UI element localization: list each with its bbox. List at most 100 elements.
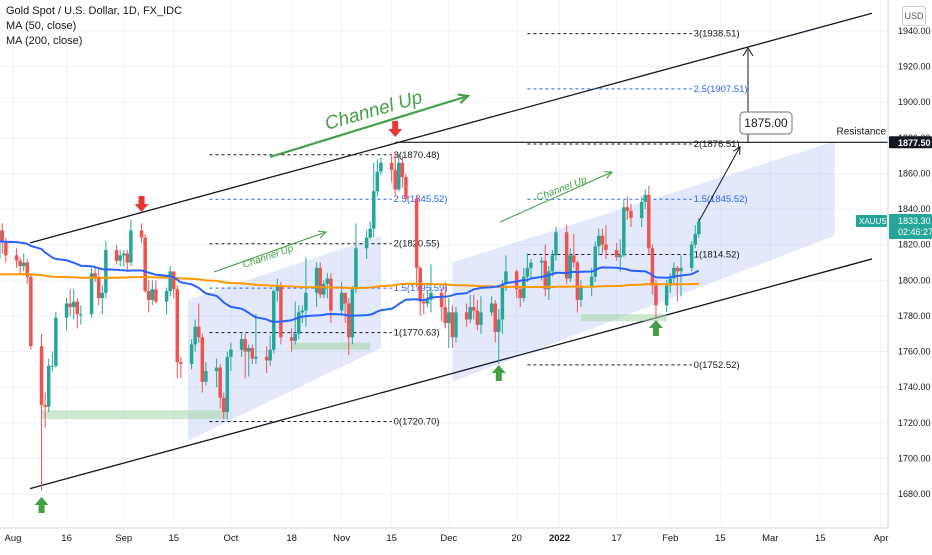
candle-body	[643, 195, 647, 202]
candle-body	[565, 232, 569, 278]
candle-body	[390, 163, 394, 170]
price-tick-label: 1920.00	[898, 62, 931, 72]
candle-body	[622, 207, 626, 255]
time-tick-label: 16	[61, 533, 72, 544]
candle-body	[154, 289, 158, 301]
time-tick-label: 15	[715, 533, 726, 544]
candle-body	[165, 291, 169, 302]
candle-body	[393, 170, 397, 190]
fib-level-label: 3(1870.48)	[394, 150, 440, 161]
time-tick-label: Mar	[762, 533, 778, 544]
candle-body	[326, 279, 330, 284]
candle-body	[476, 311, 480, 325]
candle-body	[215, 368, 219, 372]
candle-body	[568, 255, 572, 278]
candle-body	[447, 312, 451, 323]
candle-body	[376, 172, 380, 192]
candle-body	[347, 303, 351, 337]
price-tick-label: 1720.00	[898, 418, 931, 428]
fib-level-label: 3(1938.51)	[694, 29, 740, 40]
candle-body	[697, 222, 701, 234]
candle-body	[297, 312, 301, 333]
candle-body	[354, 248, 358, 289]
legend-ma200: MA (200, close)	[6, 34, 182, 49]
candle-body	[251, 348, 255, 359]
candle-body	[147, 291, 151, 300]
price-tick-label: 1800.00	[898, 275, 931, 285]
channel-up-small-label-1: Channel Up	[241, 243, 295, 271]
support-zone-aug	[42, 410, 228, 419]
candle-body	[72, 302, 76, 307]
candle-body	[647, 195, 651, 248]
candle-body	[615, 250, 619, 257]
candle-body	[65, 303, 69, 317]
candle-body	[676, 268, 680, 272]
time-tick-label: Feb	[662, 533, 678, 544]
candle-body	[551, 255, 555, 271]
candle-body	[322, 284, 326, 295]
time-tick-label: Oct	[224, 533, 239, 544]
candle-body	[597, 236, 601, 247]
candle-body	[51, 366, 55, 367]
candle-body	[76, 302, 80, 314]
legend-title: Gold Spot / U.S. Dollar, 1D, FX_IDC	[6, 4, 182, 19]
candle-body	[18, 261, 22, 266]
price-tick-label: 1740.00	[898, 382, 931, 392]
green-arrow-dec	[492, 365, 506, 381]
candle-body	[401, 163, 405, 177]
candle-body	[226, 357, 230, 412]
candle-body	[118, 255, 122, 260]
price-tick-label: 1860.00	[898, 168, 931, 178]
candle-body	[122, 254, 126, 256]
candle-body	[193, 327, 197, 345]
candle-body	[290, 337, 294, 341]
chart-legend: Gold Spot / U.S. Dollar, 1D, FX_IDC MA (…	[6, 4, 182, 49]
candle-body	[254, 357, 258, 359]
support-zone-jan	[581, 314, 667, 321]
channel-up-small-label-2: Channel Up	[535, 174, 589, 203]
candle-body	[29, 277, 33, 346]
time-tick-label: 15	[168, 533, 179, 544]
candle-body	[197, 327, 201, 338]
candle-body	[304, 293, 308, 311]
candle-body	[54, 318, 58, 366]
green-arrow-jan	[649, 320, 663, 336]
candle-body	[293, 334, 297, 341]
fib-level-label: 2(1876.51)	[694, 139, 740, 150]
candle-body	[22, 263, 26, 267]
candle-body	[4, 241, 8, 255]
candle-body	[604, 245, 608, 250]
price-tick-label: 1840.00	[898, 204, 931, 214]
time-tick-label: 17	[611, 533, 622, 544]
candle-body	[576, 263, 580, 300]
candle-body	[279, 286, 283, 338]
candle-body	[679, 268, 683, 272]
red-arrow-nov	[388, 121, 402, 137]
candle-body	[472, 307, 476, 311]
red-arrow-sep	[135, 196, 149, 212]
candle-body	[15, 255, 19, 260]
candle-body	[579, 287, 583, 299]
candle-body	[497, 319, 501, 331]
candle-body	[479, 312, 483, 324]
resistance-label: Resistance	[837, 126, 887, 137]
countdown-tag-label: 02:46:27	[898, 227, 932, 237]
candle-body	[368, 229, 372, 238]
fib-level-label: 0(1752.52)	[694, 360, 740, 371]
green-arrow-aug	[35, 497, 49, 513]
candle-body	[593, 246, 597, 276]
last-price-tag-label: 1833.30	[898, 216, 931, 226]
candle-body	[493, 303, 497, 331]
candle-body	[501, 284, 505, 320]
candle-body	[40, 346, 44, 405]
candle-body	[404, 177, 408, 198]
price-tick-label: 1820.00	[898, 240, 931, 250]
currency-button[interactable]: USD	[902, 6, 926, 26]
price-tick-label: 1700.00	[898, 453, 931, 463]
candle-body	[315, 268, 319, 293]
time-tick-label: 20	[511, 533, 522, 544]
candle-body	[247, 348, 251, 352]
candle-body	[422, 302, 426, 304]
